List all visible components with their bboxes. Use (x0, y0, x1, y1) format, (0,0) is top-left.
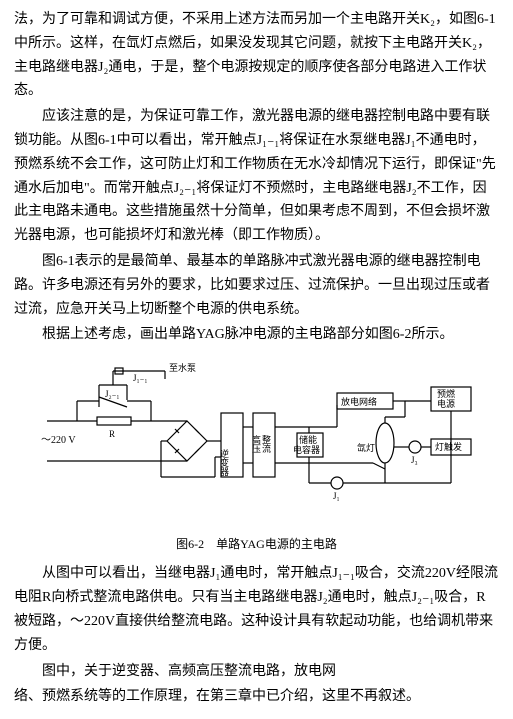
label-water-pump: 至水泵 (169, 362, 196, 373)
paragraph-6: 图中，关于逆变器、高频高压整流电路，放电网 (14, 660, 499, 684)
paragraph-1: 法，为了可靠和调试方便，不采用上述方法而另加一个主电路开关K₂，如图6-1中所示… (14, 8, 499, 103)
label-lamp: 氙灯 (357, 442, 375, 453)
paragraph-7: 络、预燃系统等的工作原理，在第三章中已介绍，这里不再叙述。 (14, 685, 499, 709)
label-inverter: 逆变器 (219, 448, 229, 476)
circuit-diagram: 至水泵 J₁₋₁ J₂₋₁ ～220 V R 逆变器 高压 整流 储能 电容器 … (37, 357, 477, 517)
label-ac220: ～220 V (41, 435, 76, 446)
label-discharge: 放电网络 (341, 396, 377, 407)
figure-caption: 图6-2 单路YAG电源的主电路 (14, 534, 499, 554)
label-trigger: 灯触发 (435, 441, 462, 452)
label-hvrect-2: 整流 (261, 434, 271, 454)
label-j2-1: J₂₋₁ (105, 389, 120, 399)
label-hvrect-1: 高压 (251, 434, 261, 454)
label-j1: J₁ (333, 491, 340, 501)
paragraph-4: 根据上述考虑，画出单路YAG脉冲电源的主电路部分如图6-2所示。 (14, 323, 499, 347)
label-cap-1: 储能 (299, 434, 317, 445)
paragraph-3: 图6-1表示的是最简单、最基本的单路脉冲式激光器电源的继电器控制电路。许多电源还… (14, 250, 499, 321)
label-j3: J₃ (411, 455, 418, 465)
label-j1-1: J₁₋₁ (133, 373, 148, 383)
label-preburn-2: 电源 (437, 398, 455, 409)
label-preburn-1: 预燃 (437, 388, 455, 399)
paragraph-5: 从图中可以看出，当继电器J₁通电时，常开触点J₁₋₁吸合，交流220V经限流电阻… (14, 562, 499, 657)
paragraph-2: 应该注意的是，为保证可靠工作，激光器电源的继电器控制电路中要有联锁功能。从图6-… (14, 105, 499, 248)
label-cap-2: 电容器 (293, 444, 320, 455)
figure-6-2: 至水泵 J₁₋₁ J₂₋₁ ～220 V R 逆变器 高压 整流 储能 电容器 … (14, 357, 499, 526)
label-R: R (109, 429, 115, 439)
